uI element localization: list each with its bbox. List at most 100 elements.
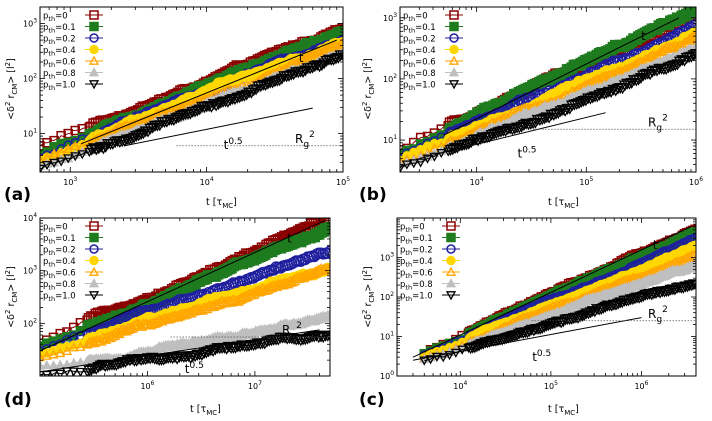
legend-label: pth=0.6 — [400, 269, 433, 281]
legend: pth=0pth=0.1pth=0.2pth=0.4pth=0.6pth=0.8… — [43, 10, 103, 92]
data-point — [327, 54, 340, 66]
data-point — [68, 342, 79, 352]
legend-label: pth=0.6 — [403, 58, 436, 70]
legend-marker — [88, 266, 100, 276]
legend-marker — [446, 221, 456, 231]
legend-label: pth=0.1 — [43, 234, 76, 246]
data-point — [206, 346, 220, 358]
data-point — [299, 65, 312, 77]
legend-label: pth=0.2 — [43, 35, 76, 47]
t05-label: t0.5 — [532, 349, 551, 364]
x-tick-label: 104 — [470, 176, 484, 187]
data-point — [425, 355, 436, 365]
series-group — [40, 23, 343, 172]
legend-label: pth=1.0 — [400, 292, 433, 304]
data-point — [623, 78, 636, 90]
data-point — [451, 142, 464, 154]
x-tick-label: 106 — [634, 380, 648, 391]
x-tick-label: 104 — [453, 380, 467, 391]
data-point — [41, 350, 52, 360]
x-tick-label: 103 — [63, 176, 77, 187]
data-point — [609, 85, 622, 97]
data-point — [559, 105, 572, 117]
data-point — [167, 115, 180, 127]
data-point — [572, 98, 586, 110]
y-tick-label: 103 — [380, 252, 394, 263]
data-point — [444, 351, 455, 361]
panel-c: t t0.5 Rg2 104 105 106 100 101 102 103 t [τMC] <δ2 … — [359, 217, 697, 417]
data-point — [669, 60, 682, 72]
data-point — [306, 62, 319, 74]
data-point — [48, 360, 59, 370]
legend-label: pth=0.4 — [43, 46, 76, 58]
data-point — [127, 132, 141, 144]
data-point — [97, 143, 110, 155]
legend-marker — [88, 278, 100, 288]
data-point — [465, 137, 478, 149]
rg2-label: Rg2 — [295, 130, 315, 150]
data-point — [689, 49, 696, 60]
data-point — [184, 108, 197, 120]
x-tick-label: 104 — [200, 176, 214, 187]
guide-linear — [39, 219, 326, 352]
data-point — [48, 349, 59, 359]
data-point — [68, 357, 79, 367]
data-point — [275, 73, 289, 85]
data-point — [690, 227, 696, 239]
data-point — [193, 104, 206, 116]
data-point — [336, 50, 343, 62]
panel-a: t t0.5 Rg2 103 104 105 101 102 103 t [τMC] <δ2 rCM… — [4, 6, 350, 210]
y-tick-label: 101 — [383, 134, 397, 145]
data-point — [499, 125, 512, 137]
t-label: t — [299, 51, 304, 65]
data-point — [323, 330, 330, 342]
data-point — [68, 367, 79, 376]
y-axis-label: <δ2 rCM> [l2] — [361, 266, 376, 328]
legend-marker — [89, 21, 99, 32]
data-point — [685, 250, 696, 262]
legend-label: pth=0 — [43, 12, 68, 24]
data-point — [172, 112, 185, 124]
legend-marker — [449, 10, 459, 20]
data-point — [96, 331, 110, 343]
data-point — [422, 154, 433, 164]
data-point — [317, 263, 330, 275]
t05-label: t0.5 — [185, 361, 204, 376]
series-p-th-1-0 — [400, 49, 696, 172]
guide-linear — [443, 17, 680, 136]
data-point — [689, 279, 696, 291]
y-tick-label: 101 — [23, 128, 37, 139]
x-tick-label: 106 — [689, 176, 703, 187]
data-point — [126, 354, 139, 366]
data-point — [630, 75, 643, 87]
data-point — [164, 311, 177, 323]
y-tick-label: 103 — [383, 12, 397, 23]
data-point — [63, 154, 74, 164]
data-point — [106, 138, 119, 150]
data-point — [515, 121, 528, 133]
legend-label: pth=0.2 — [43, 246, 76, 258]
data-point — [87, 336, 101, 348]
data-point — [400, 156, 406, 166]
legend-marker — [89, 44, 99, 55]
t-label: t — [641, 29, 646, 43]
data-point — [63, 143, 74, 153]
data-point — [203, 101, 216, 113]
panel-label: (a) — [4, 185, 31, 205]
series-p-th-0-1 — [400, 7, 696, 159]
data-point — [671, 59, 684, 71]
data-point — [146, 122, 159, 134]
data-point — [171, 353, 184, 365]
legend-marker — [449, 21, 459, 32]
panel-label: (b) — [359, 185, 387, 205]
data-point — [687, 50, 696, 62]
data-point — [135, 319, 148, 331]
x-tick-label: 105 — [579, 176, 593, 187]
data-point — [170, 113, 183, 125]
data-point — [55, 359, 66, 369]
data-point — [99, 141, 112, 153]
t-label: t — [653, 238, 658, 252]
legend-label: pth=0.4 — [400, 257, 433, 269]
data-point — [128, 319, 141, 331]
data-point — [61, 359, 73, 369]
